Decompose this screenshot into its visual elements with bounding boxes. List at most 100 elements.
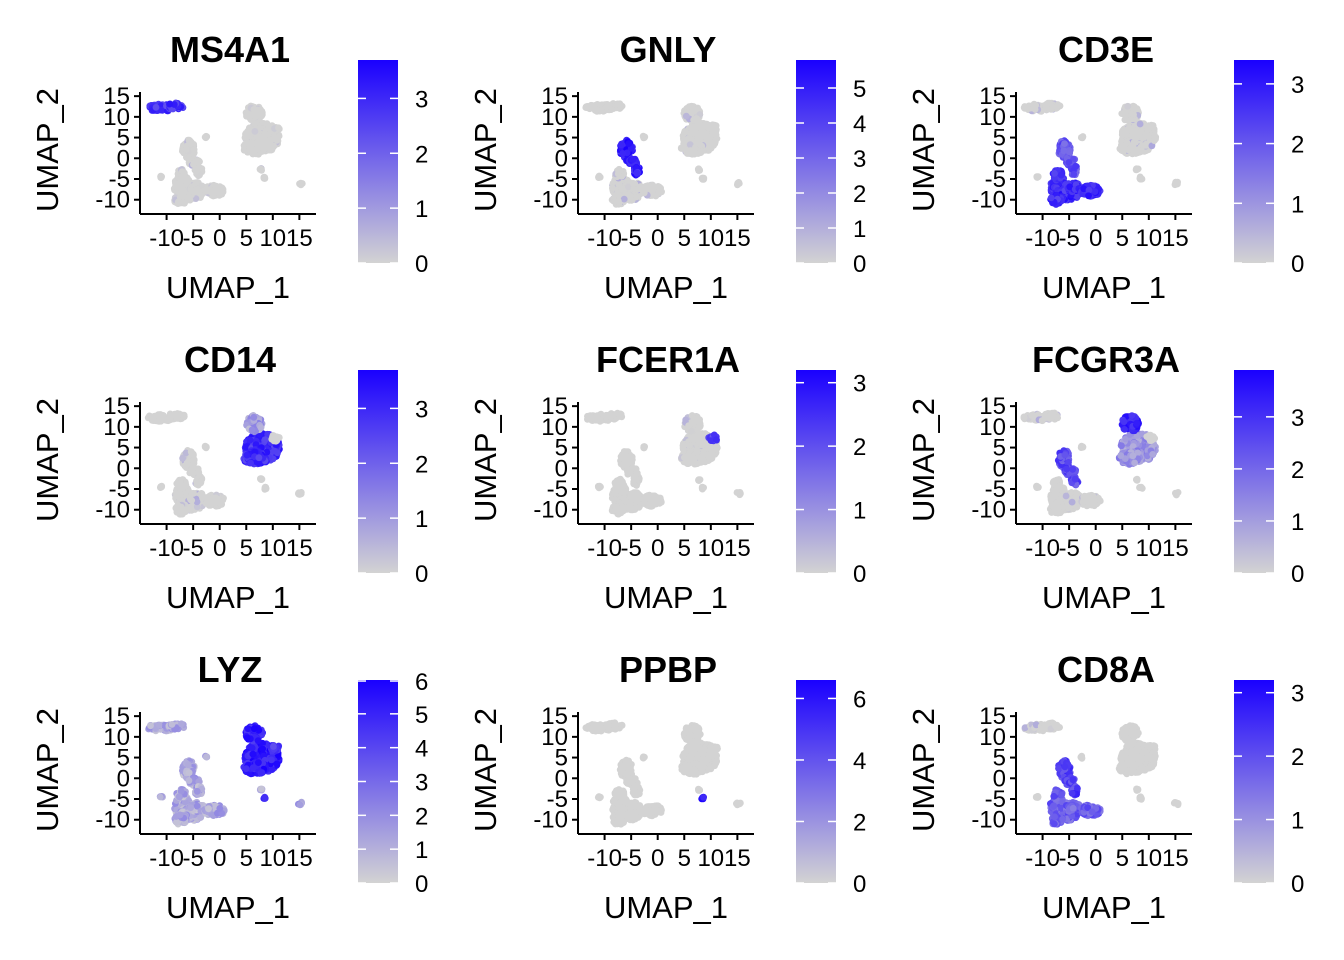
cell-point (157, 483, 165, 491)
x-tick-label: -5 (620, 225, 641, 252)
cell-point (172, 504, 180, 511)
cell-point (177, 485, 184, 492)
x-tick-label: 15 (286, 225, 313, 252)
cell-point (152, 104, 160, 111)
cell-point (1142, 140, 1150, 148)
y-tick-label: 5 (117, 125, 130, 152)
y-tick-label: 15 (103, 83, 130, 110)
cell-point (297, 490, 305, 498)
colorbar-tick-label: 0 (415, 561, 428, 588)
cell-point (202, 443, 210, 450)
colorbar-tick-label: 2 (415, 141, 428, 168)
umap-points (584, 409, 744, 518)
colorbar-tick-label: 3 (1291, 72, 1304, 99)
colorbar (796, 60, 836, 263)
colorbar-tick-label: 4 (853, 111, 866, 138)
y-tick-label: -10 (95, 187, 130, 214)
cell-point (690, 116, 697, 124)
cell-point (593, 412, 601, 419)
cell-point (1077, 134, 1085, 141)
cell-point (685, 148, 693, 156)
cell-point (734, 179, 742, 187)
cell-point (269, 135, 276, 143)
cell-point (710, 141, 718, 148)
y-tick-label: 5 (555, 125, 568, 152)
cell-point (1148, 123, 1155, 131)
cell-point (159, 412, 167, 419)
cell-point (614, 197, 622, 205)
cell-point (212, 182, 220, 190)
cell-point (181, 462, 189, 470)
cell-point (620, 460, 628, 468)
cell-point (247, 459, 255, 467)
x-tick-label: 0 (213, 225, 226, 252)
cell-point (1124, 102, 1132, 110)
cell-point (1136, 120, 1144, 128)
y-axis-label: UMAP_2 (30, 398, 65, 522)
cell-point (624, 455, 631, 462)
x-tick-label: 5 (678, 225, 691, 252)
x-tick-label: 10 (1135, 225, 1162, 252)
cell-point (180, 413, 188, 420)
cell-point (625, 140, 633, 148)
cell-point (625, 468, 633, 476)
x-tick-label: 5 (1116, 225, 1129, 252)
colorbar-tick-label: 0 (415, 251, 428, 278)
cell-point (177, 480, 184, 488)
cell-point (217, 189, 225, 197)
cell-point (1137, 128, 1145, 136)
cell-point (297, 179, 305, 187)
cell-point (177, 503, 185, 511)
x-tick-label: 10 (259, 225, 286, 252)
cell-point (696, 167, 704, 174)
cell-point (1080, 185, 1088, 193)
cell-point (629, 156, 637, 164)
cell-point (182, 449, 190, 457)
y-tick-label: -5 (547, 166, 568, 193)
cell-point (700, 174, 708, 182)
cell-point (1172, 179, 1179, 187)
y-tick-label: 15 (541, 83, 568, 110)
cell-point (156, 417, 164, 425)
x-tick-label: -10 (587, 225, 622, 252)
cell-point (1066, 149, 1073, 157)
cell-point (193, 498, 201, 506)
x-tick-label: 0 (1089, 225, 1102, 252)
cell-point (182, 479, 189, 487)
y-tick-label: 10 (979, 104, 1006, 131)
cell-point (625, 183, 632, 191)
y-tick-label: 0 (117, 455, 130, 482)
feature-plot-svg: FCER1A-10-5 0 5 10 15-10-5051015UMAP_1UMAP_2… (468, 339, 866, 615)
umap-points (146, 99, 306, 208)
cell-point (1131, 104, 1139, 112)
cell-point (695, 133, 703, 141)
umap-points (1020, 99, 1181, 208)
cell-point (256, 165, 264, 173)
x-tick-label: -10 (149, 535, 184, 562)
cell-point (607, 411, 614, 419)
y-tick-label: 10 (103, 104, 130, 131)
feature-panel-ms4a1: MS4A1 -10 -5 0 5 10 15 -10 -5 0 5 10 15 UMAP_1 UMAP_2 0… (0, 0, 448, 320)
cell-point (193, 503, 201, 511)
cell-point (193, 185, 201, 193)
x-axis-label: UMAP_1 (166, 270, 290, 305)
feature-plot-svg: CD14-10-5 0 5 10 15-10-5051015UMAP_1UMAP_201… (30, 339, 428, 615)
x-tick-label: -5 (182, 535, 203, 562)
y-axis-label: UMAP_2 (468, 88, 503, 212)
y-tick-label: -10 (533, 187, 568, 214)
umap-points (144, 410, 305, 518)
y-tick-label: 0 (993, 145, 1006, 172)
cell-point (1125, 117, 1132, 124)
cell-point (584, 103, 591, 110)
cell-point (1061, 140, 1068, 148)
cell-point (1030, 104, 1037, 112)
colorbar (1234, 60, 1274, 263)
cell-point (629, 179, 637, 187)
feature-panel-cd14: CD14 -10 -5 0 5 10 15 -10 -5 0 5 10 15 UMAP_1 UMAP_2 0 1… (0, 310, 448, 630)
cell-point (1137, 175, 1145, 183)
feature-plot-svg: MS4A1-10-5 0 5 10 15-10-5051015UMAP_1UMAP_20… (30, 29, 428, 305)
cell-point (1047, 194, 1055, 202)
cell-point (655, 188, 663, 196)
feature-plot-svg: CD3E-10-5 0 5 10 15-10-5051015UMAP_1UMAP_201… (906, 29, 1304, 305)
y-axis-label: UMAP_2 (906, 88, 941, 212)
